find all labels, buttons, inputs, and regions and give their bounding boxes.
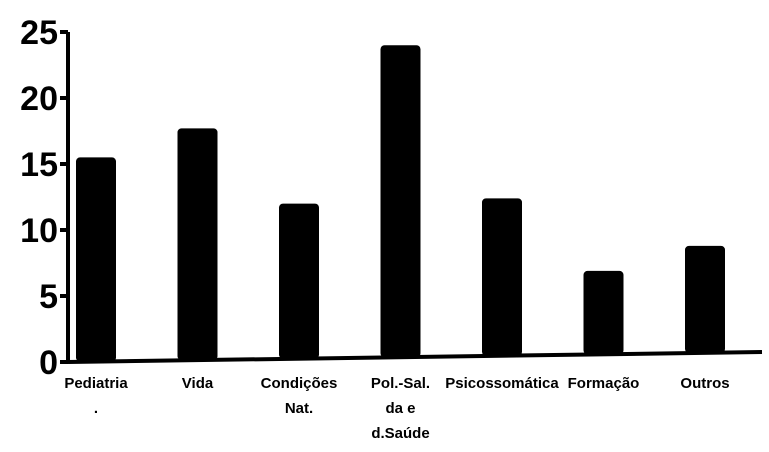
x-tick-label: Outros (680, 375, 729, 392)
x-tick-label: Vida (182, 375, 214, 392)
y-tick-label: 10 (20, 212, 58, 250)
x-tick-label: da e (385, 400, 415, 417)
bar (482, 198, 522, 356)
y-tick-label: 25 (20, 14, 58, 52)
x-tick-label: d.Saúde (371, 425, 429, 442)
x-tick-label: . (94, 400, 98, 417)
y-tick-label: 0 (39, 344, 58, 382)
x-tick-label: Pediatria (64, 375, 128, 392)
bar (685, 245, 725, 353)
x-tick-label: Psicossomática (445, 375, 559, 392)
x-tick-label: Condições (261, 375, 338, 392)
x-tick-label: Pol.-Sal. (371, 375, 430, 392)
x-axis-labels: Pediatria. Vida Condições Nat. Pol.-Sal. da e… (64, 375, 729, 442)
y-tick-label: 20 (20, 80, 58, 118)
bar (76, 157, 116, 362)
x-tick-label: Formação (568, 375, 640, 392)
x-tick-label: Nat. (285, 400, 313, 417)
bar (279, 203, 319, 359)
chart-bars (76, 45, 725, 362)
y-tick-label: 5 (39, 278, 58, 316)
y-axis-ticks: 0 5 10 15 20 25 (20, 14, 68, 382)
y-tick-label: 15 (20, 146, 58, 184)
bar (583, 270, 624, 355)
bar (380, 45, 421, 358)
bar (177, 128, 218, 361)
